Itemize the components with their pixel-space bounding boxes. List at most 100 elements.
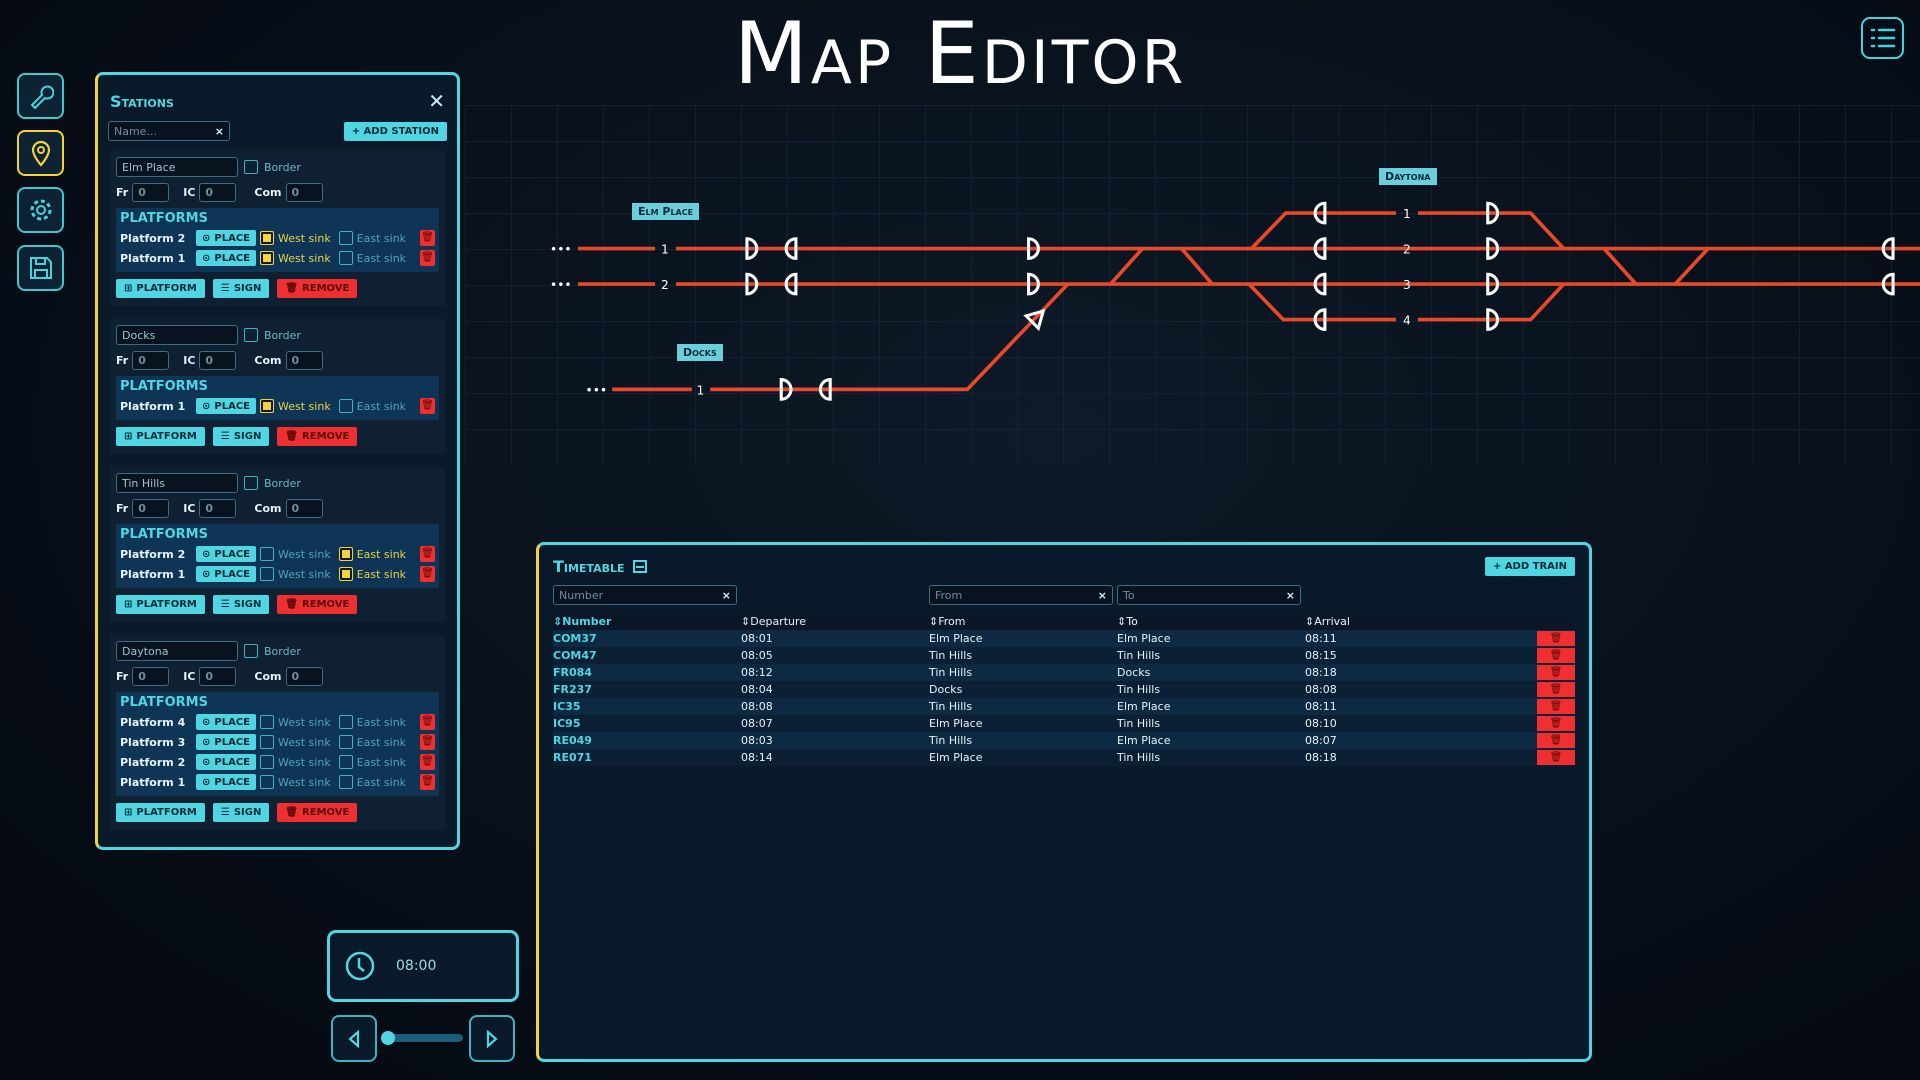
column-header[interactable]: ⇕From — [929, 613, 1117, 630]
ic-input[interactable]: 0 — [199, 183, 237, 202]
station-label-daytona[interactable]: Daytona — [1379, 168, 1437, 185]
close-icon[interactable]: ✕ — [428, 89, 445, 113]
com-input[interactable]: 0 — [285, 667, 323, 686]
east-sink-checkbox[interactable] — [338, 567, 353, 581]
west-sink-checkbox[interactable] — [260, 567, 275, 581]
station-name-input[interactable]: Tin Hills — [116, 473, 238, 493]
delete-train-button[interactable]: 🗑 — [1537, 648, 1575, 663]
east-sink-checkbox[interactable] — [338, 775, 353, 789]
column-header[interactable]: ⇕Arrival — [1305, 613, 1533, 630]
add-platform-button[interactable]: ⊞ PLATFORM — [116, 427, 205, 446]
delete-platform-button[interactable]: 🗑 — [420, 714, 435, 730]
table-row[interactable]: RE071 08:14 Elm Place Tin Hills 08:18 🗑 — [553, 749, 1575, 766]
to-filter-input[interactable]: To × — [1117, 585, 1301, 605]
east-sink-checkbox[interactable] — [338, 251, 353, 265]
clear-icon[interactable]: × — [721, 588, 731, 602]
clear-icon[interactable]: × — [214, 124, 224, 138]
place-button[interactable]: ⊙ PLACE — [196, 754, 257, 770]
border-checkbox[interactable] — [244, 476, 258, 490]
delete-train-button[interactable]: 🗑 — [1537, 682, 1575, 697]
sign-button[interactable]: ☰ SIGN — [212, 803, 270, 822]
east-sink-checkbox[interactable] — [338, 735, 353, 749]
from-filter-input[interactable]: From × — [929, 585, 1113, 605]
west-sink-checkbox[interactable] — [260, 775, 275, 789]
west-sink-checkbox[interactable] — [260, 399, 275, 413]
clear-icon[interactable]: × — [1285, 588, 1295, 602]
delete-platform-button[interactable]: 🗑 — [420, 754, 435, 770]
time-slider[interactable] — [381, 1031, 463, 1045]
delete-platform-button[interactable]: 🗑 — [420, 774, 435, 790]
west-sink-checkbox[interactable] — [260, 547, 275, 561]
sign-button[interactable]: ☰ SIGN — [212, 595, 270, 614]
station-name-input[interactable]: Docks — [116, 325, 238, 345]
west-sink-checkbox[interactable] — [260, 715, 275, 729]
remove-station-button[interactable]: 🗑 REMOVE — [277, 279, 358, 298]
east-sink-checkbox[interactable] — [338, 399, 353, 413]
table-row[interactable]: RE049 08:03 Tin Hills Elm Place 08:07 🗑 — [553, 732, 1575, 749]
number-filter-input[interactable]: Number × — [553, 585, 737, 605]
place-button[interactable]: ⊙ PLACE — [196, 546, 257, 562]
sidebar-item-tools[interactable] — [17, 73, 64, 119]
place-button[interactable]: ⊙ PLACE — [196, 714, 257, 730]
place-button[interactable]: ⊙ PLACE — [196, 398, 257, 414]
menu-button[interactable] — [1861, 17, 1904, 59]
delete-platform-button[interactable]: 🗑 — [420, 398, 435, 414]
time-back-button[interactable] — [331, 1015, 377, 1062]
ic-input[interactable]: 0 — [199, 499, 237, 518]
delete-platform-button[interactable]: 🗑 — [420, 546, 435, 562]
east-sink-checkbox[interactable] — [338, 715, 353, 729]
east-sink-checkbox[interactable] — [338, 755, 353, 769]
delete-train-button[interactable]: 🗑 — [1537, 716, 1575, 731]
table-row[interactable]: FR237 08:04 Docks Tin Hills 08:08 🗑 — [553, 681, 1575, 698]
com-input[interactable]: 0 — [285, 183, 323, 202]
east-sink-checkbox[interactable] — [338, 547, 353, 561]
station-label-docks[interactable]: Docks — [677, 344, 723, 361]
fr-input[interactable]: 0 — [132, 183, 170, 202]
add-platform-button[interactable]: ⊞ PLATFORM — [116, 803, 205, 822]
delete-train-button[interactable]: 🗑 — [1537, 631, 1575, 646]
ic-input[interactable]: 0 — [199, 351, 237, 370]
west-sink-checkbox[interactable] — [260, 755, 275, 769]
east-sink-checkbox[interactable] — [338, 231, 353, 245]
border-checkbox[interactable] — [244, 644, 258, 658]
table-row[interactable]: FR084 08:12 Tin Hills Docks 08:18 🗑 — [553, 664, 1575, 681]
west-sink-checkbox[interactable] — [260, 735, 275, 749]
column-header[interactable]: ⇕To — [1117, 613, 1305, 630]
border-checkbox[interactable] — [244, 328, 258, 342]
add-station-button[interactable]: + ADD STATION — [343, 121, 447, 141]
border-checkbox[interactable] — [244, 160, 258, 174]
table-row[interactable]: COM47 08:05 Tin Hills Tin Hills 08:15 🗑 — [553, 647, 1575, 664]
time-forward-button[interactable] — [469, 1015, 515, 1062]
remove-station-button[interactable]: 🗑 REMOVE — [277, 595, 358, 614]
collapse-icon[interactable] — [632, 560, 647, 573]
station-name-input[interactable]: Elm Place — [116, 157, 238, 177]
fr-input[interactable]: 0 — [132, 351, 170, 370]
place-button[interactable]: ⊙ PLACE — [196, 566, 257, 582]
west-sink-checkbox[interactable] — [260, 251, 275, 265]
column-header[interactable]: ⇕Number — [553, 613, 741, 630]
add-train-button[interactable]: + ADD TRAIN — [1484, 557, 1575, 576]
sign-button[interactable]: ☰ SIGN — [212, 279, 270, 298]
sidebar-item-settings[interactable] — [17, 187, 64, 233]
delete-train-button[interactable]: 🗑 — [1537, 665, 1575, 680]
place-button[interactable]: ⊙ PLACE — [196, 734, 257, 750]
column-header[interactable]: ⇕Departure — [741, 613, 929, 630]
com-input[interactable]: 0 — [285, 351, 323, 370]
ic-input[interactable]: 0 — [199, 667, 237, 686]
fr-input[interactable]: 0 — [132, 499, 170, 518]
delete-train-button[interactable]: 🗑 — [1537, 733, 1575, 748]
delete-train-button[interactable]: 🗑 — [1537, 699, 1575, 714]
sidebar-item-stations[interactable] — [17, 130, 64, 176]
fr-input[interactable]: 0 — [132, 667, 170, 686]
delete-platform-button[interactable]: 🗑 — [420, 566, 435, 582]
station-search-input[interactable]: Name... × — [108, 121, 230, 141]
slider-handle[interactable] — [381, 1031, 395, 1045]
add-platform-button[interactable]: ⊞ PLATFORM — [116, 279, 205, 298]
sidebar-item-save[interactable] — [17, 245, 64, 291]
remove-station-button[interactable]: 🗑 REMOVE — [277, 427, 358, 446]
sign-button[interactable]: ☰ SIGN — [212, 427, 270, 446]
clear-icon[interactable]: × — [1097, 588, 1107, 602]
add-platform-button[interactable]: ⊞ PLATFORM — [116, 595, 205, 614]
delete-platform-button[interactable]: 🗑 — [420, 734, 435, 750]
